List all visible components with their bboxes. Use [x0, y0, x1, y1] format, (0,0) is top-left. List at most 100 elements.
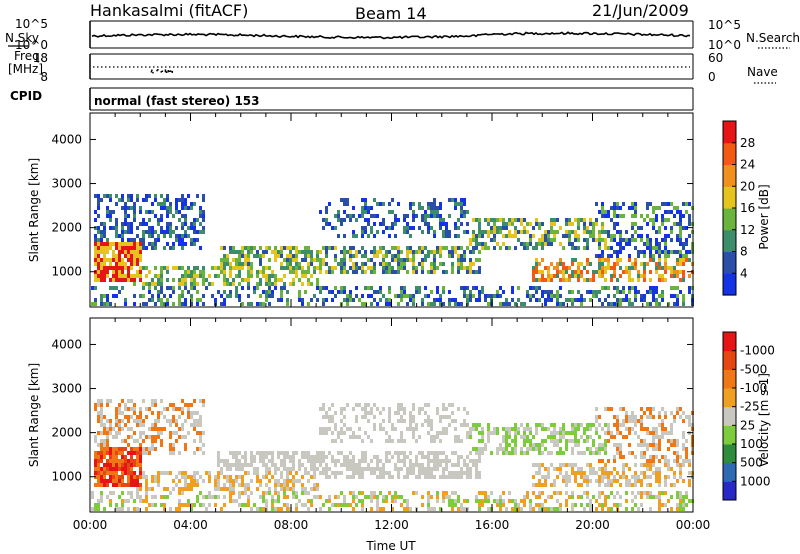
data-cell — [352, 499, 355, 503]
data-cell — [151, 443, 154, 447]
data-cell — [649, 495, 652, 499]
data-cell — [676, 491, 679, 495]
data-cell — [436, 459, 439, 463]
data-cell — [97, 250, 100, 254]
data-cell — [295, 274, 298, 278]
data-cell — [583, 226, 586, 230]
data-cell — [565, 234, 568, 238]
data-cell — [463, 230, 466, 234]
data-cell — [280, 278, 283, 282]
data-cell — [124, 218, 127, 222]
data-cell — [307, 282, 310, 286]
data-cell — [655, 467, 658, 471]
data-cell — [430, 427, 433, 431]
colorbar-segment — [723, 208, 736, 231]
data-cell — [508, 222, 511, 226]
data-cell — [601, 230, 604, 234]
data-cell — [454, 302, 457, 306]
data-cell — [607, 431, 610, 435]
data-cell — [511, 507, 514, 511]
data-cell — [562, 423, 565, 427]
data-cell — [130, 463, 133, 467]
data-cell — [94, 463, 97, 467]
data-cell — [466, 507, 469, 511]
data-cell — [151, 403, 154, 407]
data-cell — [643, 475, 646, 479]
data-cell — [160, 503, 163, 507]
data-cell — [436, 250, 439, 254]
data-cell — [241, 463, 244, 467]
data-cell — [238, 491, 241, 495]
data-cell — [676, 210, 679, 214]
data-cell — [139, 475, 142, 479]
data-cell — [673, 451, 676, 455]
data-cell — [406, 250, 409, 254]
y-tick-label: 4000 — [51, 337, 82, 351]
data-cell — [223, 278, 226, 282]
data-cell — [109, 258, 112, 262]
data-cell — [616, 262, 619, 266]
data-cell — [634, 298, 637, 302]
data-cell — [118, 234, 121, 238]
data-cell — [376, 503, 379, 507]
data-cell — [241, 262, 244, 266]
data-cell — [139, 238, 142, 242]
data-cell — [235, 479, 238, 483]
data-cell — [607, 262, 610, 266]
data-cell — [121, 270, 124, 274]
data-cell — [115, 246, 118, 250]
data-cell — [550, 298, 553, 302]
data-cell — [478, 507, 481, 511]
data-cell — [286, 471, 289, 475]
data-cell — [193, 230, 196, 234]
data-cell — [649, 290, 652, 294]
data-cell — [670, 226, 673, 230]
data-cell — [628, 254, 631, 258]
data-cell — [241, 266, 244, 270]
data-cell — [535, 266, 538, 270]
data-cell — [160, 270, 163, 274]
data-cell — [286, 258, 289, 262]
data-cell — [445, 234, 448, 238]
data-cell — [202, 431, 205, 435]
data-cell — [124, 302, 127, 306]
data-cell — [373, 467, 376, 471]
data-cell — [370, 499, 373, 503]
data-cell — [100, 403, 103, 407]
data-cell — [127, 238, 130, 242]
data-cell — [559, 427, 562, 431]
data-cell — [379, 222, 382, 226]
data-cell — [175, 210, 178, 214]
data-cell — [496, 230, 499, 234]
data-cell — [646, 407, 649, 411]
data-cell — [601, 459, 604, 463]
data-cell — [664, 234, 667, 238]
data-cell — [499, 443, 502, 447]
data-cell — [109, 286, 112, 290]
data-cell — [532, 491, 535, 495]
data-cell — [568, 431, 571, 435]
data-cell — [178, 278, 181, 282]
nave-tick-bottom: 0 — [708, 70, 716, 84]
data-cell — [325, 218, 328, 222]
data-cell — [505, 435, 508, 439]
data-cell — [619, 258, 622, 262]
data-cell — [106, 302, 109, 306]
data-cell — [688, 258, 691, 262]
data-cell — [619, 230, 622, 234]
data-cell — [652, 459, 655, 463]
data-cell — [604, 230, 607, 234]
data-cell — [100, 475, 103, 479]
data-cell — [145, 507, 148, 511]
data-cell — [274, 483, 277, 487]
data-cell — [304, 254, 307, 258]
data-cell — [265, 294, 268, 298]
data-cell — [193, 419, 196, 423]
data-cell — [121, 242, 124, 246]
data-cell — [535, 298, 538, 302]
data-cell — [613, 266, 616, 270]
data-cell — [646, 443, 649, 447]
data-cell — [571, 246, 574, 250]
data-cell — [94, 210, 97, 214]
data-cell — [352, 435, 355, 439]
